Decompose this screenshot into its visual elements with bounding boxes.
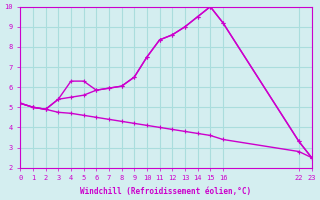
X-axis label: Windchill (Refroidissement éolien,°C): Windchill (Refroidissement éolien,°C): [80, 187, 252, 196]
